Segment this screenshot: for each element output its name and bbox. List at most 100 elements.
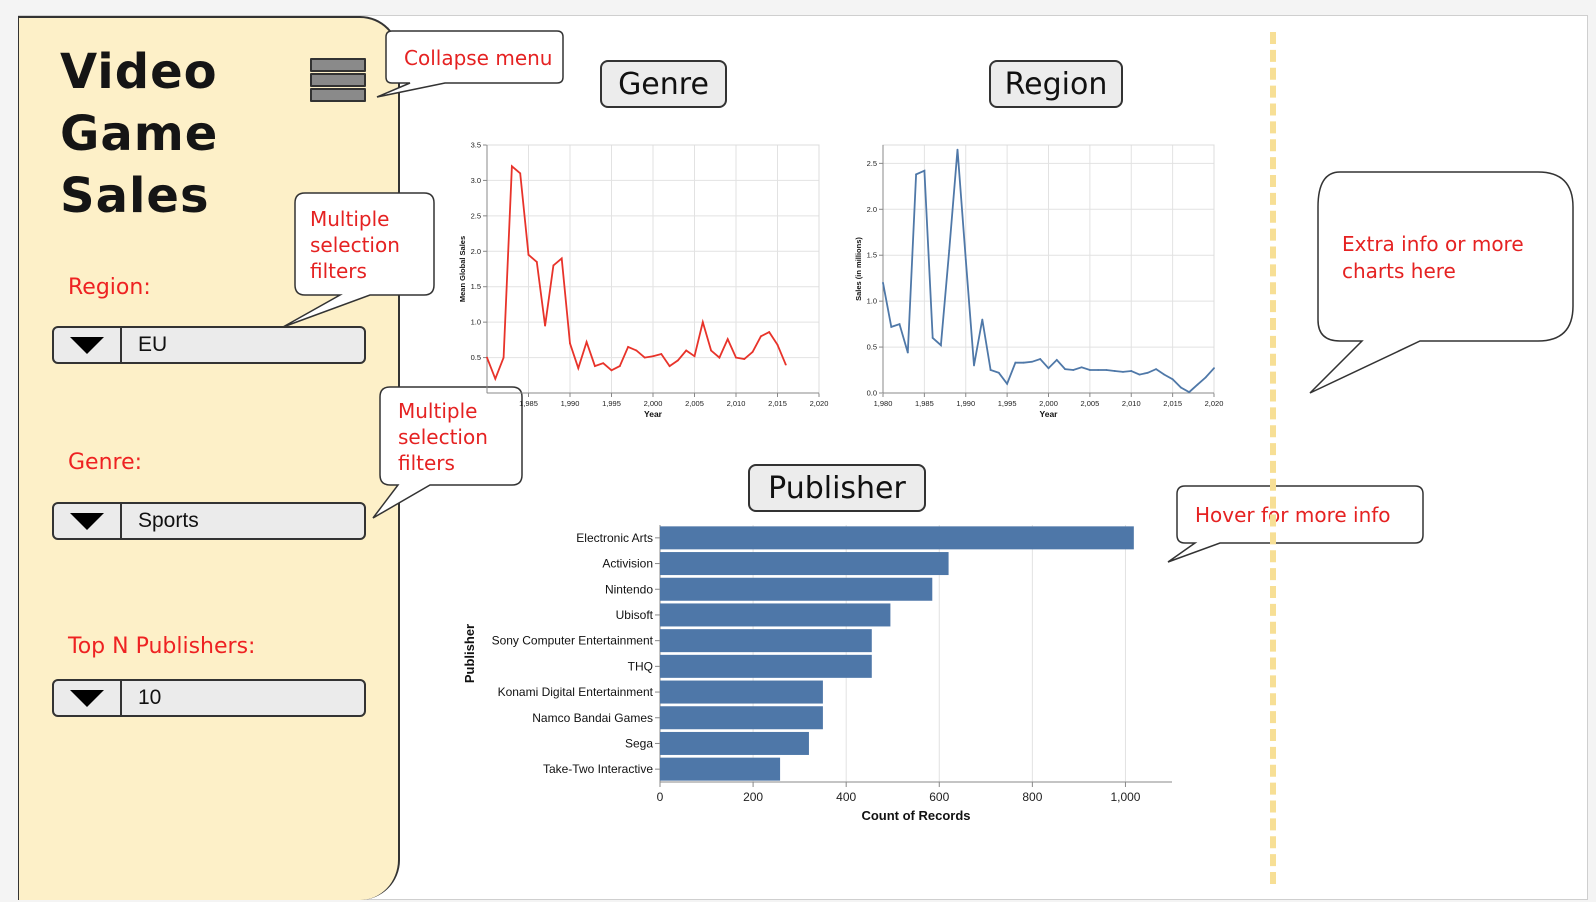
y-tick-label: 1.5 — [471, 282, 481, 291]
bar — [660, 731, 809, 755]
data-point — [577, 367, 580, 370]
data-point — [948, 249, 951, 252]
data-point — [1171, 378, 1174, 381]
data-point — [660, 353, 663, 355]
data-point — [527, 253, 530, 256]
x-tick-label: 2,015 — [768, 399, 787, 408]
data-point — [768, 331, 771, 333]
y-tick-label: 1.0 — [867, 297, 877, 306]
hover-info-note: Hover for more info — [1195, 503, 1391, 527]
x-tick-label: 2,005 — [1080, 399, 1099, 408]
data-point — [718, 356, 721, 359]
y-tick-label: 2.0 — [867, 205, 877, 214]
genre-dropdown-value: Sports — [138, 509, 199, 532]
data-point — [1105, 369, 1108, 371]
top-n-publishers-dropdown[interactable]: 10 — [52, 679, 366, 717]
bar — [660, 526, 1134, 550]
series-line — [486, 164, 787, 382]
data-point — [784, 363, 787, 366]
data-point — [981, 318, 984, 321]
data-point — [1155, 368, 1157, 371]
genre-line-chart[interactable]: 1,985 1,990 1,995 2,000 2,005 2,010 2,015 2,020… — [455, 140, 855, 440]
genre-dropdown[interactable]: Sports — [52, 502, 366, 540]
x-tick-label: 1,985 — [915, 399, 934, 408]
data-point — [1014, 361, 1017, 364]
data-point — [882, 281, 884, 284]
y-axis-title: Mean Global Sales — [458, 236, 467, 302]
data-point — [890, 325, 893, 328]
genre-chart-title: Genre — [600, 60, 727, 108]
data-point — [751, 351, 754, 353]
data-point — [569, 342, 571, 345]
bar — [660, 757, 781, 781]
data-point — [710, 349, 712, 352]
x-axis-title: Year — [1040, 409, 1059, 419]
region-chart-title: Region — [989, 60, 1123, 108]
x-tick-label: 2,010 — [1122, 399, 1141, 408]
region-line-chart[interactable]: 1,980 1,985 1,990 1,995 2,000 2,005 2,010 2,015… — [855, 140, 1255, 440]
x-axis-title: Count of Records — [861, 808, 970, 823]
data-point — [1031, 360, 1033, 363]
data-point — [1080, 366, 1083, 369]
region-dropdown-value: EU — [138, 333, 168, 356]
publisher-bar-chart[interactable]: 0 200 400 600 800 1,000 Electronic Arts Activis… — [460, 525, 1220, 845]
region-dropdown[interactable]: EU — [52, 326, 366, 364]
data-point — [1122, 370, 1124, 373]
data-point — [1113, 370, 1116, 372]
extra-info-note-line-2: charts here — [1342, 259, 1456, 283]
y-tick-label: 1.5 — [867, 251, 877, 260]
x-tick-label: 2,020 — [1205, 399, 1224, 408]
multi-filter-note-1-line-2: selection — [310, 233, 400, 257]
category-label: Activision — [602, 557, 653, 571]
data-point — [1146, 371, 1149, 374]
bar — [660, 654, 872, 678]
category-label: Sony Computer Entertainment — [492, 634, 654, 648]
hamburger-bar — [310, 88, 366, 102]
data-point — [760, 335, 762, 338]
y-tick-label: 3.0 — [471, 176, 481, 185]
data-point — [1204, 376, 1207, 379]
y-tick-label: 3.5 — [471, 141, 481, 150]
app-title-line-2: Game — [60, 106, 219, 162]
x-tick-label: 1,990 — [561, 399, 580, 408]
x-tick-label: 200 — [743, 790, 763, 804]
y-axis-title: Publisher — [462, 624, 477, 683]
x-tick-label: 800 — [1022, 790, 1042, 804]
data-point — [973, 364, 975, 367]
data-point — [685, 349, 688, 352]
y-tick-label: 2.5 — [867, 159, 877, 168]
data-point — [535, 261, 538, 263]
data-point — [997, 371, 1000, 374]
x-tick-label: 1,000 — [1110, 790, 1140, 804]
x-axis-title: Year — [644, 409, 663, 419]
bar — [660, 577, 933, 601]
category-label: Ubisoft — [616, 608, 654, 622]
data-point — [552, 264, 555, 267]
data-point — [494, 377, 497, 380]
data-point — [940, 344, 942, 347]
data-point — [511, 165, 513, 168]
data-point — [956, 148, 959, 151]
data-point — [1163, 373, 1166, 376]
data-point — [964, 258, 967, 261]
category-label: Electronic Arts — [576, 531, 653, 545]
y-tick-label: 0.5 — [867, 343, 877, 352]
hamburger-icon[interactable] — [310, 58, 368, 104]
data-point — [1072, 369, 1075, 371]
x-tick-label: 2,000 — [1039, 399, 1058, 408]
data-point — [1130, 370, 1133, 372]
data-point — [652, 355, 654, 358]
section-divider — [1270, 32, 1276, 884]
data-point — [1006, 382, 1009, 385]
data-point — [668, 365, 671, 367]
collapse-menu-bubble — [376, 30, 564, 98]
data-point — [585, 341, 588, 343]
data-point — [544, 324, 546, 327]
data-point — [923, 169, 926, 172]
data-point — [726, 338, 729, 341]
x-tick-label: 600 — [929, 790, 949, 804]
data-point — [743, 358, 746, 360]
x-tick-label: 0 — [657, 790, 664, 804]
bar — [660, 603, 891, 627]
